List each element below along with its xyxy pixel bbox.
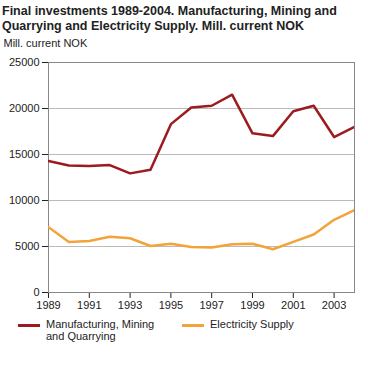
svg-text:10000: 10000 <box>9 194 40 206</box>
svg-text:2003: 2003 <box>322 299 346 311</box>
svg-text:1995: 1995 <box>159 299 183 311</box>
svg-text:Mill. current NOK: Mill. current NOK <box>4 37 88 49</box>
svg-text:2001: 2001 <box>281 299 305 311</box>
svg-text:25000: 25000 <box>9 56 40 68</box>
svg-text:1991: 1991 <box>77 299 101 311</box>
html-text:Final investments 1989-2004. M: Final investments 1989-2004. Manufacturi… <box>2 4 337 33</box>
svg-text:1999: 1999 <box>240 299 264 311</box>
html-text:Electricity Supply: Electricity Supply <box>210 318 294 330</box>
svg-text:5000: 5000 <box>15 240 39 252</box>
svg-text:0: 0 <box>33 286 39 298</box>
svg-text:1993: 1993 <box>118 299 142 311</box>
html-text:Manufacturing, Mining and Quar: Manufacturing, Mining and Quarrying <box>46 318 155 342</box>
svg-text:15000: 15000 <box>9 148 40 160</box>
svg-text:1997: 1997 <box>199 299 223 311</box>
svg-text:1989: 1989 <box>36 299 60 311</box>
svg-text:20000: 20000 <box>9 102 40 114</box>
